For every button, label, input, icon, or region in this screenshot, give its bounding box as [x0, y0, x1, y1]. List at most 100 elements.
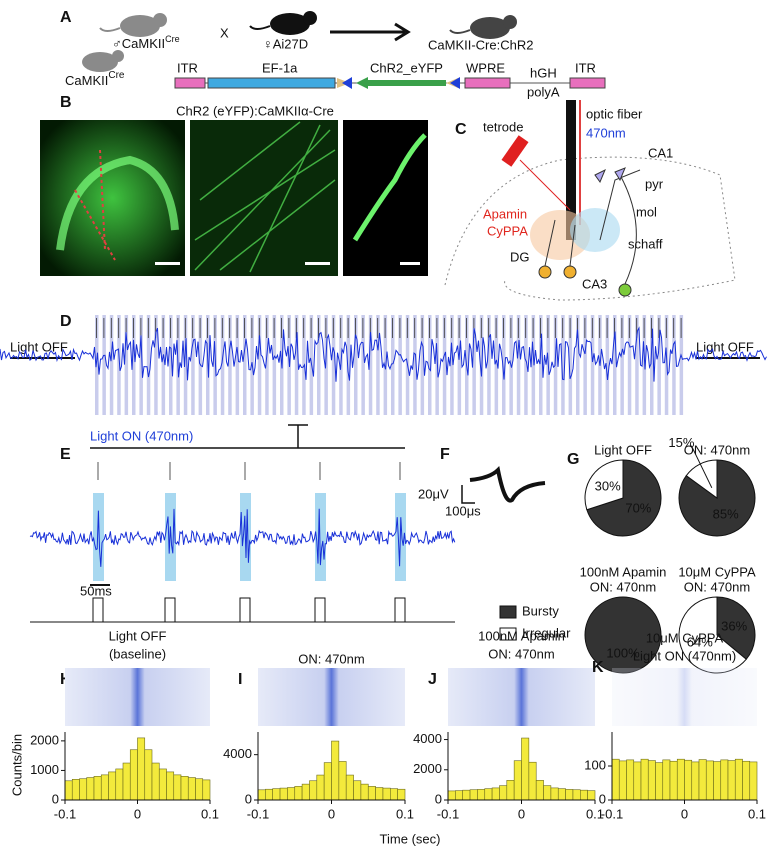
- histogram-bar: [345, 774, 354, 801]
- histogram-bar: [316, 774, 325, 801]
- stim-pulse: [314, 597, 326, 622]
- light-pulse: [613, 315, 617, 415]
- x-tick-label: -0.1: [601, 806, 623, 821]
- light-pulse: [605, 315, 610, 415]
- x-tick-label: 0.1: [201, 806, 219, 821]
- y-tick-label: 2000: [413, 761, 442, 776]
- diagram-label: Apamin: [483, 206, 527, 221]
- mouse-icon: [82, 50, 124, 72]
- diagram-label: CyPPA: [487, 223, 528, 238]
- histogram-bar: [455, 790, 464, 801]
- scale-bar: [461, 485, 475, 504]
- superscript: Cre: [108, 70, 125, 81]
- y-axis-label: Counts/bin: [9, 734, 24, 796]
- histogram-bar: [477, 789, 486, 801]
- x-axis-label: Time (sec): [380, 831, 441, 846]
- pie-pointer: [690, 445, 713, 489]
- light-pulse: [383, 315, 388, 415]
- light-pulse: [502, 315, 506, 415]
- pie-label: 85%: [713, 506, 739, 521]
- light-pulse: [220, 315, 225, 415]
- light-pulse: [450, 315, 454, 415]
- light-pulse: [368, 315, 373, 415]
- histogram-bar: [462, 789, 471, 801]
- histogram-bar: [367, 786, 376, 801]
- histogram-bar: [375, 787, 384, 801]
- light-pulse: [590, 315, 595, 415]
- pie-label: 70%: [625, 501, 651, 516]
- x-tick-label: -0.1: [54, 806, 76, 821]
- legend-swatch: [499, 605, 517, 619]
- histogram-bar: [301, 783, 310, 801]
- light-label: Light ON (470nm): [90, 428, 193, 443]
- scale-label: 50ms: [80, 583, 112, 598]
- light-pulse: [576, 315, 580, 415]
- panel-title: 10μM CyPPA: [646, 630, 724, 645]
- histogram-bar: [727, 760, 736, 801]
- light-pulse: [183, 315, 188, 415]
- histogram-bar: [86, 777, 95, 801]
- x-tick-label: 0.1: [396, 806, 414, 821]
- cross-sign: X: [220, 25, 229, 40]
- light-pulse: [539, 315, 543, 415]
- light-pulse: [235, 315, 240, 415]
- histogram-bar: [572, 789, 581, 801]
- light-pulse: [583, 315, 587, 415]
- pie-label: 100%: [606, 645, 640, 660]
- histogram-bar: [202, 779, 211, 801]
- histogram-bar: [626, 759, 635, 801]
- construct-label: ITR: [575, 60, 596, 75]
- histogram-bar: [705, 760, 714, 801]
- light-pulse: [672, 315, 676, 415]
- light-pulse: [346, 315, 351, 415]
- light-pulse: [191, 315, 195, 415]
- light-pulse: [561, 315, 565, 415]
- trace: [29, 462, 456, 623]
- panel-letter: K: [592, 659, 604, 676]
- panel-title: ON: 470nm: [488, 646, 554, 661]
- stim-pulse: [239, 597, 251, 622]
- panel-title: (baseline): [109, 646, 166, 661]
- histogram-bar: [158, 768, 167, 801]
- y-tick-label: 2000: [30, 732, 59, 747]
- light-pulse: [553, 315, 558, 415]
- panel-title: 100nM Apamin: [478, 628, 565, 643]
- panel-letter: F: [440, 446, 450, 463]
- histogram-bar: [338, 761, 347, 801]
- stim-pulse: [394, 597, 406, 622]
- histogram-bar: [655, 762, 664, 801]
- x-tick-label: 0.1: [586, 806, 604, 821]
- light-pulse: [124, 315, 129, 415]
- trace-line: [29, 508, 456, 567]
- light-pulse: [331, 315, 336, 415]
- histogram-bar: [633, 761, 642, 801]
- light-pulse: [376, 315, 380, 415]
- x-tick-label: 0: [681, 806, 688, 821]
- arrow: [330, 22, 411, 42]
- y-tick-label: 0: [245, 791, 252, 806]
- histogram-bar: [720, 759, 729, 801]
- light-pulse: [472, 315, 476, 415]
- y-tick-label: 100: [584, 757, 606, 772]
- scale-label: 100μs: [445, 503, 481, 518]
- light-pulse: [228, 315, 232, 415]
- light-pulse: [169, 315, 173, 415]
- pie-title: ON: 470nm: [590, 579, 656, 594]
- stim-pulse: [164, 597, 176, 622]
- raster: [612, 668, 757, 726]
- histogram-bar: [640, 758, 649, 801]
- panel-letter: I: [238, 671, 242, 688]
- x-tick-label: -0.1: [437, 806, 459, 821]
- histogram-bar: [618, 760, 627, 801]
- mouse-label: CaMKII-Cre:ChR2: [428, 37, 533, 52]
- panel-title: Light ON (470nm): [633, 648, 736, 663]
- construct-label: ITR: [177, 60, 198, 75]
- light-pulse: [146, 315, 151, 415]
- histogram-bar: [279, 787, 288, 801]
- panel-letter: A: [60, 9, 72, 26]
- histogram-bar: [647, 760, 656, 801]
- light-pulse: [109, 315, 114, 415]
- histogram-bar: [543, 785, 552, 801]
- raster: [448, 668, 595, 726]
- histogram-bar: [513, 760, 522, 801]
